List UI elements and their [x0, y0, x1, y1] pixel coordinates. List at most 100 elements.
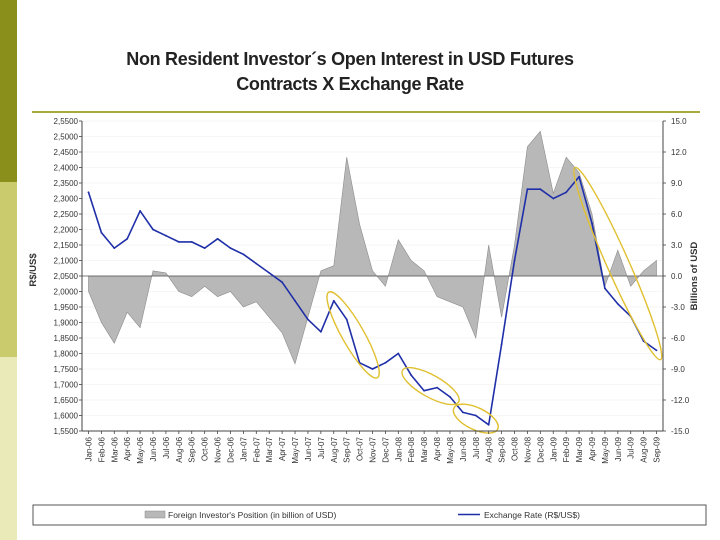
x-tick-label: Jul-07 — [317, 437, 326, 459]
exchange-rate-point — [578, 175, 580, 178]
left-tick-label: 2,4000 — [54, 164, 79, 173]
x-tick-label: Oct-07 — [356, 436, 365, 461]
right-tick-label: -15.0 — [671, 427, 690, 436]
exchange-rate-point — [474, 414, 477, 417]
x-tick-label: Jun-08 — [459, 436, 468, 461]
x-tick-label: Aug-09 — [640, 436, 649, 462]
exchange-rate-point — [655, 349, 658, 352]
exchange-rate-point — [268, 272, 271, 274]
x-tick-label: Jan-09 — [549, 437, 558, 462]
legend-area-swatch — [144, 510, 166, 519]
x-tick-label: Nov-08 — [523, 436, 532, 462]
exchange-rate-point — [203, 247, 206, 250]
sidebar-band-dark — [0, 0, 17, 182]
x-tick-label: Oct-06 — [201, 437, 210, 462]
x-tick-label: Jan-08 — [394, 436, 403, 461]
left-tick-label: 2,4500 — [54, 148, 79, 157]
right-tick-label: -3.0 — [671, 303, 685, 312]
highlight-ellipse — [326, 291, 380, 379]
exchange-rate-point — [616, 303, 619, 305]
right-axis-ticks: 15.0 12.0 9.0 6.0 3.0 0.0 -3.0 -6.0 -9.0 -12.0 -15… — [663, 117, 690, 436]
exchange-rate-point — [462, 411, 464, 414]
exchange-rate-point — [294, 299, 296, 302]
right-tick-label: 15.0 — [671, 117, 687, 126]
left-tick-label: 2,5000 — [54, 133, 79, 142]
legend-position-label: Foreign Investor's Position (in billion … — [168, 510, 337, 520]
exchange-rate-point — [100, 231, 103, 234]
exchange-rate-point — [384, 361, 387, 364]
x-tick-label: Dec-06 — [227, 436, 236, 462]
exchange-rate-point — [345, 318, 348, 321]
x-tick-label: Mar-06 — [110, 436, 119, 462]
x-tick-label: Jun-06 — [149, 436, 158, 461]
exchange-rate-point — [423, 389, 425, 392]
left-tick-label: 1,7500 — [54, 365, 79, 374]
left-axis-label: R$/US$ — [28, 253, 39, 287]
x-tick-label: Sep-09 — [653, 436, 662, 462]
position-area-series — [82, 130, 663, 365]
chart-title-line1: Non Resident Investor´s Open Interest in… — [126, 49, 574, 69]
left-tick-label: 2,3000 — [54, 195, 79, 204]
x-tick-label: Jan-07 — [239, 436, 248, 461]
x-tick-label: Apr-08 — [433, 436, 442, 461]
exchange-rate-point — [500, 343, 503, 346]
right-axis-label: Billions of USD — [689, 242, 700, 311]
exchange-rate-point — [604, 287, 606, 290]
x-tick-label: May-09 — [601, 436, 610, 463]
left-tick-label: 1,6500 — [54, 396, 79, 405]
chart-title-line2: Contracts X Exchange Rate — [236, 74, 464, 94]
left-tick-label: 1,7000 — [54, 381, 79, 390]
x-tick-label: Sep-08 — [498, 436, 507, 462]
left-tick-label: 2,1000 — [54, 257, 79, 266]
x-tick-label: Nov-07 — [369, 436, 378, 462]
x-tick-label: Sep-07 — [343, 436, 352, 462]
sidebar-band-mid — [0, 182, 17, 357]
exchange-rate-point — [552, 197, 555, 200]
exchange-rate-point — [513, 259, 516, 262]
left-tick-label: 1,8000 — [54, 350, 79, 359]
right-tick-label: 6.0 — [671, 210, 683, 219]
right-tick-label: -12.0 — [671, 396, 690, 405]
exchange-rate-point — [371, 368, 374, 370]
left-tick-label: 2,2000 — [54, 226, 79, 235]
x-tick-label: Aug-08 — [485, 436, 494, 462]
legend-rate-label: Exchange Rate (R$/US$) — [484, 510, 580, 520]
x-tick-label: Jun-09 — [614, 436, 623, 461]
right-tick-label: -9.0 — [671, 365, 685, 374]
exchange-rate-point — [449, 396, 451, 398]
left-tick-label: 2,1500 — [54, 241, 79, 250]
right-tick-label: 0.0 — [671, 272, 683, 281]
highlight-ellipse — [452, 403, 499, 434]
left-tick-label: 1,8500 — [54, 334, 79, 343]
x-tick-label: Mar-08 — [420, 436, 429, 462]
exchange-rate-point — [87, 191, 90, 194]
left-tick-label: 1,6000 — [54, 412, 79, 421]
left-tick-label: 2,0000 — [54, 288, 79, 297]
x-tick-label: Nov-06 — [214, 436, 223, 462]
highlight-ellipse — [573, 166, 663, 361]
legend-box — [32, 504, 707, 526]
exchange-rate-point — [539, 188, 542, 191]
highlight-ellipse — [401, 366, 460, 406]
exchange-rate-point — [216, 237, 219, 240]
exchange-rate-point — [526, 188, 529, 191]
x-tick-label: Oct-08 — [511, 436, 520, 461]
x-tick-label: Jul-06 — [162, 436, 171, 458]
x-tick-label: Feb-08 — [407, 436, 416, 462]
exchange-rate-point — [487, 423, 490, 426]
exchange-rate-point — [591, 222, 593, 225]
exchange-rate-point — [139, 210, 142, 212]
exchange-rate-point — [281, 281, 283, 284]
exchange-rate-point — [397, 352, 400, 355]
chart-title: Non Resident Investor´s Open Interest in… — [60, 47, 640, 97]
x-tick-label: Dec-08 — [536, 436, 545, 462]
x-axis-ticks: Jan-06 Feb-06 Mar-06 Apr-06 May-06 Jun-06 Jul-… — [85, 431, 662, 464]
left-tick-label: 2,3500 — [54, 179, 79, 188]
x-tick-label: Apr-07 — [278, 436, 287, 461]
exchange-rate-point — [410, 374, 413, 377]
exchange-rate-point — [165, 234, 167, 237]
left-tick-label: 1,5500 — [54, 427, 79, 436]
x-tick-label: Apr-09 — [588, 436, 597, 461]
right-tick-label: 9.0 — [671, 179, 683, 188]
